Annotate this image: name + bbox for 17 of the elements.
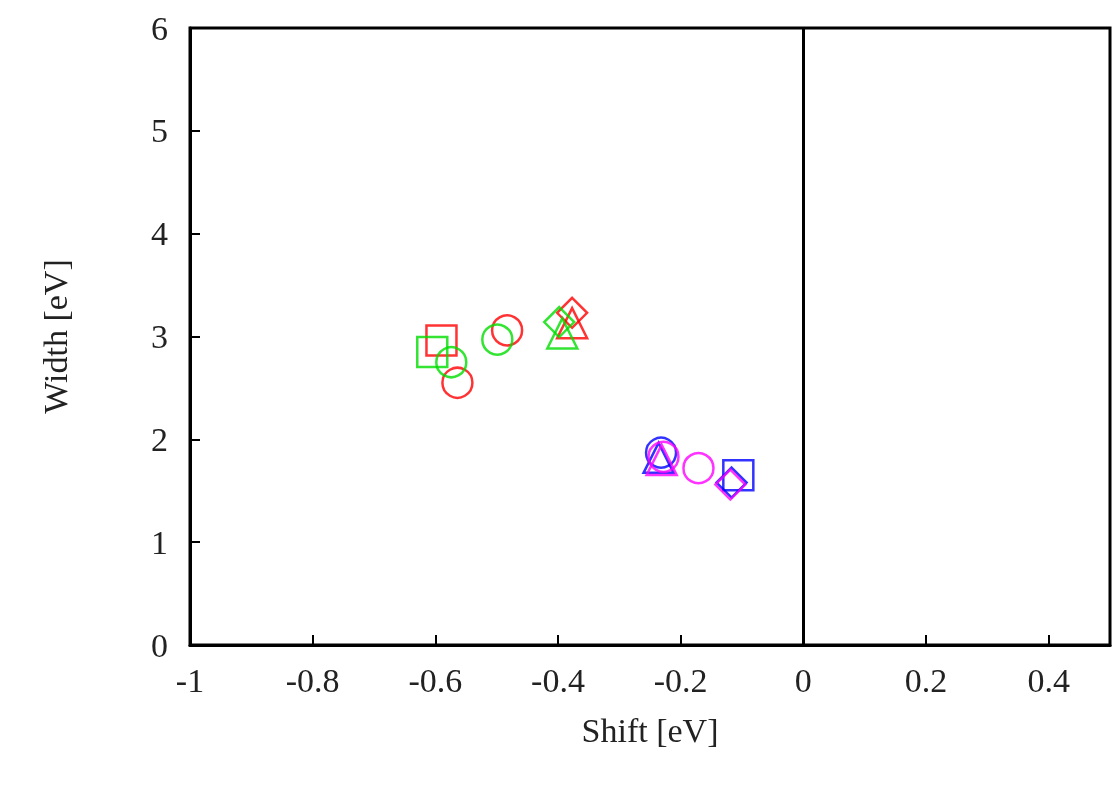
y-tick-label: 4	[151, 215, 168, 253]
y-tick-label: 3	[151, 318, 168, 355]
y-tick-label: 1	[151, 523, 168, 561]
x-tick-label: -0.2	[653, 661, 708, 699]
x-tick-label: 0.4	[1027, 661, 1070, 699]
x-tick-label: -0.4	[531, 661, 585, 699]
y-axis-title: Width [eV]	[36, 259, 74, 414]
x-axis-title: Shift [eV]	[581, 711, 719, 749]
y-tick-label: 5	[151, 112, 168, 150]
x-tick-label: 0.2	[904, 661, 948, 699]
x-tick-label: -0.8	[285, 661, 340, 699]
y-tick-label: 6	[151, 9, 168, 47]
y-tick-label: 2	[151, 420, 168, 458]
x-tick-label: 0	[794, 661, 812, 699]
y-tick-label: 0	[151, 626, 168, 664]
x-tick-label: -0.6	[408, 661, 463, 699]
x-tick-label: -1	[175, 661, 205, 699]
